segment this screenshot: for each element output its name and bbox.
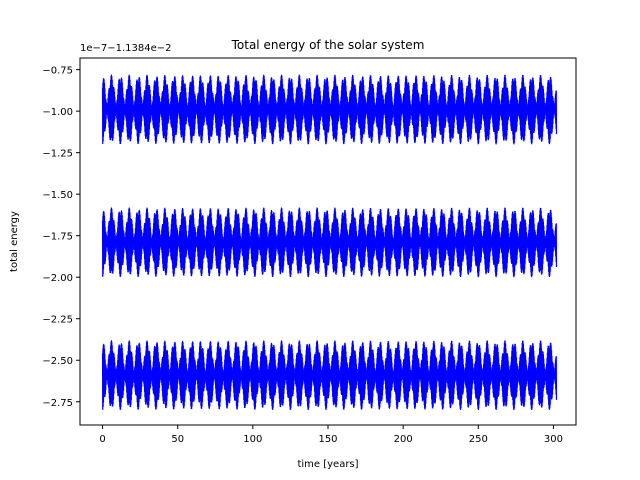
- x-tick-label: 200: [394, 434, 413, 445]
- energy-band-line-3: [101, 340, 558, 411]
- x-axis-label: time [years]: [297, 459, 358, 470]
- x-tick-label: 150: [318, 434, 337, 445]
- y-tick-label: −2.75: [42, 398, 73, 409]
- x-tick-label: 0: [99, 434, 105, 445]
- y-tick-label: −2.00: [42, 273, 73, 284]
- y-tick-label: −1.50: [42, 190, 73, 201]
- data-layer: [101, 74, 558, 411]
- x-tick-label: 300: [544, 434, 563, 445]
- y-axis-label: total energy: [9, 211, 20, 272]
- x-axis: 0 50 100 150 200 250 300: [99, 425, 563, 445]
- chart-title: Total energy of the solar system: [231, 38, 425, 52]
- y-axis-offset-text: 1e−7−1.1384e−2: [80, 43, 172, 54]
- y-tick-label: −0.75: [42, 66, 73, 77]
- x-tick-label: 100: [243, 434, 262, 445]
- y-tick-label: −2.25: [42, 315, 73, 326]
- energy-band-line-2: [101, 207, 558, 278]
- y-tick-label: −1.75: [42, 232, 73, 243]
- x-tick-label: 250: [469, 434, 488, 445]
- y-axis: −2.75 −2.50 −2.25 −2.00 −1.75 −1.50 −1.25 −1.00…: [42, 66, 80, 409]
- y-tick-label: −1.00: [42, 107, 73, 118]
- energy-band-line-1: [101, 74, 558, 145]
- y-tick-label: −1.25: [42, 149, 73, 160]
- x-tick-label: 50: [171, 434, 184, 445]
- y-tick-label: −2.50: [42, 356, 73, 367]
